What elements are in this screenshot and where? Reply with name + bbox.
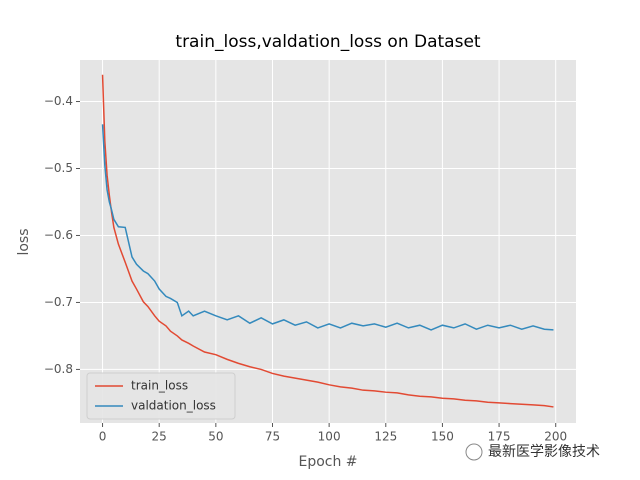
plot-area — [80, 60, 576, 423]
y-tick-label: −0.5 — [44, 161, 73, 175]
x-tick-label: 50 — [208, 430, 223, 444]
x-tick-label: 150 — [431, 430, 454, 444]
line-series — [101, 124, 554, 331]
x-tick-label: 125 — [374, 430, 397, 444]
chart-title: train_loss,valdation_loss on Dataset — [175, 32, 481, 52]
y-tick-label: −0.8 — [44, 362, 73, 376]
watermark: 最新医学影像技术 — [488, 444, 600, 460]
x-tick-label: 200 — [544, 430, 567, 444]
x-tick-label: 75 — [265, 430, 280, 444]
x-tick-label: 25 — [152, 430, 167, 444]
legend-label: train_loss — [131, 379, 188, 393]
y-tick-label: −0.7 — [44, 295, 73, 309]
x-tick-label: 0 — [99, 430, 107, 444]
x-tick-label: 100 — [318, 430, 341, 444]
x-tick-label: 175 — [488, 430, 511, 444]
legend-label: valdation_loss — [131, 399, 216, 413]
x-axis-label: Epoch # — [298, 454, 357, 470]
y-tick-label: −0.4 — [44, 94, 73, 108]
watermark-icon — [465, 443, 483, 461]
y-axis-label: loss — [16, 228, 32, 255]
line-series — [101, 74, 554, 408]
legend-box — [86, 372, 236, 420]
y-tick-label: −0.6 — [44, 228, 73, 242]
